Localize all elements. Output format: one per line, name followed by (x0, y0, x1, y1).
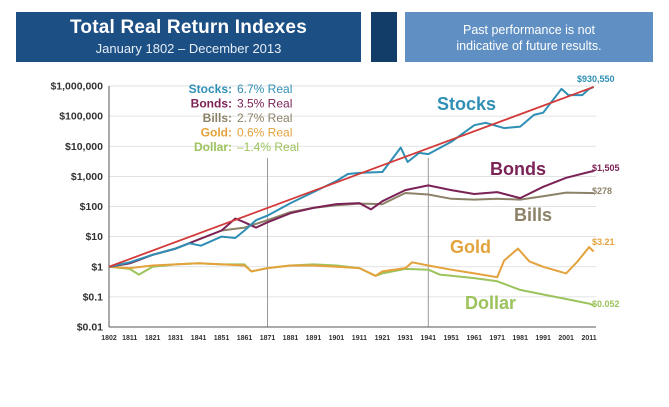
x-tick-label: 2011 (582, 335, 597, 342)
end-value-label-dollar: $0.052 (592, 299, 620, 309)
x-tick-label: 1861 (237, 335, 253, 342)
legend-entry-stocks: Stocks: 6.7% Real (189, 82, 293, 96)
series-label-gold: Gold (450, 237, 491, 257)
series-line-bonds (108, 170, 594, 268)
chart-title: Total Real Return Indexes (70, 17, 307, 38)
legend-entry-gold: Gold: 0.6% Real (201, 126, 293, 140)
chart-frame (16, 12, 653, 384)
legend-rate: 2.7% Real (237, 111, 292, 125)
legend-rate: 0.6% Real (237, 126, 292, 140)
header-divider (361, 12, 371, 62)
chart-subtitle: January 1802 – December 2013 (95, 41, 282, 56)
legend-name: Dollar: (194, 140, 232, 154)
x-tick-label: 1841 (191, 335, 207, 342)
series-label-stocks: Stocks (437, 94, 496, 114)
x-tick-label: 1921 (375, 335, 391, 342)
series-label-bonds: Bonds (490, 159, 546, 179)
x-tick-label: 1881 (283, 335, 299, 342)
y-tick-label: $100,000 (59, 111, 103, 123)
x-tick-label: 1971 (489, 335, 505, 342)
stocks-trendline (108, 86, 595, 268)
header-title-panel: Total Real Return Indexes January 1802 –… (16, 12, 361, 62)
y-tick-label: $100 (80, 201, 104, 213)
legend-rate: 6.7% Real (237, 82, 292, 96)
x-tick-label: 1991 (535, 335, 551, 342)
x-tick-label: 1901 (329, 335, 345, 342)
x-tick-label: 1871 (260, 335, 276, 342)
y-tick-label: $1,000,000 (50, 81, 103, 93)
x-tick-label: 1951 (443, 335, 459, 342)
legend-name: Stocks: (189, 82, 232, 96)
y-tick-label: $1,000 (71, 171, 103, 183)
series-label-bills: Bills (514, 205, 552, 225)
x-tick-label: 1941 (421, 335, 437, 342)
legend-name: Bills: (203, 111, 232, 125)
x-tick-label: 1931 (398, 335, 414, 342)
legend-entry-bonds: Bonds: 3.5% Real (191, 97, 293, 111)
x-tick-label: 1851 (214, 335, 230, 342)
x-tick-label: 1981 (512, 335, 528, 342)
x-tick-label: 1831 (168, 335, 184, 342)
legend-name: Gold: (201, 126, 232, 140)
series-line-dollar (108, 262, 595, 307)
y-tick-label: $0.1 (83, 291, 104, 303)
y-tick-label: $10 (85, 231, 103, 243)
end-value-label-bills: $278 (592, 186, 612, 196)
disclaimer-line-2: indicative of future results. (456, 39, 602, 53)
x-tick-label: 1821 (145, 335, 161, 342)
y-tick-label: $0.01 (77, 322, 103, 334)
x-tick-label: 1802 (101, 335, 117, 342)
legend-rate: 3.5% Real (237, 97, 292, 111)
end-value-label-bonds: $1,505 (592, 163, 620, 173)
header-disclaimer-panel: Past performance is not indicative of fu… (405, 12, 653, 62)
header-accent-block (371, 12, 397, 62)
x-tick-label: 2001 (558, 335, 574, 342)
y-tick-label: $10,000 (65, 141, 103, 153)
x-tick-label: 1811 (122, 335, 137, 342)
y-tick-label: $1 (91, 261, 103, 273)
legend-name: Bonds: (191, 97, 232, 111)
end-value-label-stocks: $930,550 (577, 74, 615, 84)
series-line-stocks (108, 85, 595, 268)
disclaimer-line-1: Past performance is not (462, 23, 595, 37)
end-value-label-gold: $3.21 (592, 237, 615, 247)
legend-entry-dollar: Dollar: –1.4% Real (194, 140, 299, 154)
series-label-dollar: Dollar (465, 293, 516, 313)
x-tick-label: 1891 (306, 335, 322, 342)
legend-rate: –1.4% Real (237, 140, 299, 154)
legend-entry-bills: Bills: 2.7% Real (203, 111, 293, 125)
x-tick-label: 1911 (352, 335, 367, 342)
header-divider (397, 12, 405, 62)
series-line-gold (108, 246, 595, 279)
x-tick-label: 1961 (466, 335, 482, 342)
